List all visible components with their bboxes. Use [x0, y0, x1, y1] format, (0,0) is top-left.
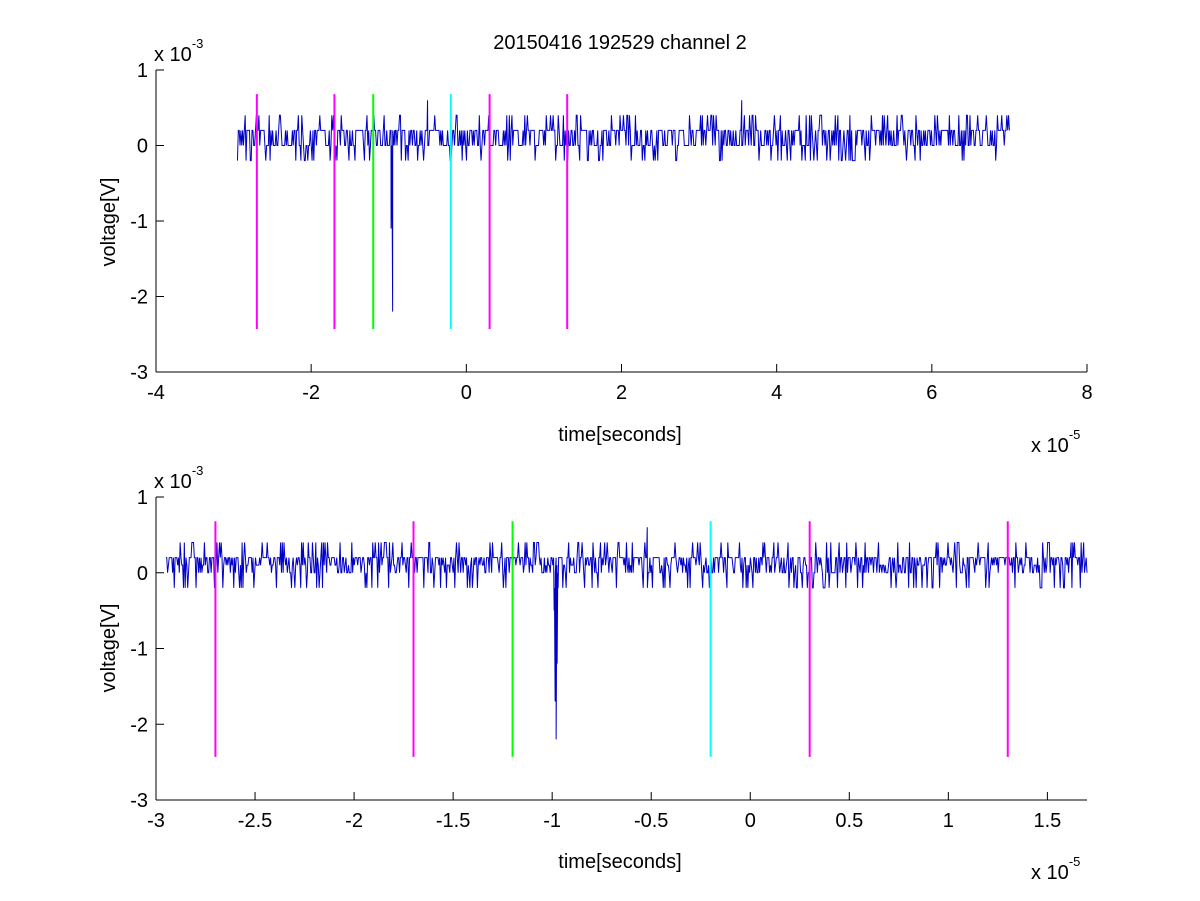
top-plot-area	[156, 70, 1087, 372]
figure-title: 20150416 192529 channel 2	[493, 32, 747, 54]
bottom-x-exponent-label: x 10-5	[1031, 854, 1080, 884]
top-y-exponent-power: -3	[192, 36, 204, 51]
bottom-x-tick-label: 1.5	[1033, 810, 1061, 832]
top-y-exponent-label: x 10-3	[154, 36, 203, 66]
top-x-tick-label: 8	[1081, 382, 1092, 404]
bottom-y-exponent-base: x 10	[154, 471, 192, 493]
bottom-y-tick-label: -1	[130, 639, 148, 661]
top-x-exponent-power: -5	[1069, 427, 1081, 442]
top-x-axis-label: time[seconds]	[558, 424, 681, 446]
bottom-x-exponent-power: -5	[1069, 854, 1081, 869]
bottom-y-tick-label: -3	[130, 790, 148, 812]
top-axes: -4 -2 0 2 4 6 8 -3 -2 -1 0 1	[130, 60, 1092, 404]
top-x-tick-label: 4	[771, 382, 782, 404]
bottom-y-exponent-power: -3	[192, 463, 204, 478]
bottom-y-axis-label: voltage[V]	[98, 604, 120, 693]
top-y-tick-label: -2	[130, 287, 148, 309]
bottom-axes: -3 -2.5 -2 -1.5 -1 -0.5 0 0.5 1 1.5 -3 -2 -1 0 1	[130, 487, 1087, 832]
top-y-tick-label: 1	[137, 60, 148, 82]
bottom-x-tick-label: -0.5	[634, 810, 668, 832]
bottom-x-tick-label: -1.5	[436, 810, 470, 832]
bottom-x-tick-label: 0.5	[835, 810, 863, 832]
bottom-x-exponent-base: x 10	[1031, 862, 1069, 884]
bottom-x-tick-label: -3	[147, 810, 165, 832]
bottom-x-tick-label: 1	[943, 810, 954, 832]
bottom-subplot: -3 -2.5 -2 -1.5 -1 -0.5 0 0.5 1 1.5 -3 -2 -1 0 1 time[…	[98, 463, 1088, 884]
top-subplot: -4 -2 0 2 4 6 8 -3 -2 -1 0 1 time[seconds] voltage[…	[98, 36, 1093, 457]
bottom-x-tick-label: -2.5	[238, 810, 272, 832]
top-y-tick-label: 0	[137, 136, 148, 158]
top-x-tick-label: 6	[926, 382, 937, 404]
top-x-tick-label: -2	[302, 382, 320, 404]
bottom-x-tick-label: -1	[543, 810, 561, 832]
top-x-tick-label: 0	[461, 382, 472, 404]
bottom-signal-trace	[165, 527, 1088, 740]
bottom-x-tick-label: -2	[345, 810, 363, 832]
top-x-tick-label: 2	[616, 382, 627, 404]
top-x-tick-label: -4	[147, 382, 165, 404]
top-y-tick-label: -3	[130, 362, 148, 384]
top-x-exponent-label: x 10-5	[1031, 427, 1080, 457]
bottom-y-tick-label: 1	[137, 487, 148, 509]
bottom-plot-area	[156, 497, 1087, 800]
top-y-exponent-base: x 10	[154, 44, 192, 66]
bottom-y-tick-label: 0	[137, 563, 148, 585]
top-data-layer	[236, 94, 1010, 329]
bottom-y-tick-label: -2	[130, 714, 148, 736]
top-y-axis-label: voltage[V]	[98, 178, 120, 267]
bottom-y-exponent-label: x 10-3	[154, 463, 203, 493]
top-y-tick-label: -1	[130, 211, 148, 233]
bottom-data-layer	[165, 521, 1088, 757]
top-x-exponent-base: x 10	[1031, 435, 1069, 457]
top-signal-trace	[236, 100, 1010, 312]
bottom-x-tick-label: 0	[745, 810, 756, 832]
bottom-x-axis-label: time[seconds]	[558, 851, 681, 873]
